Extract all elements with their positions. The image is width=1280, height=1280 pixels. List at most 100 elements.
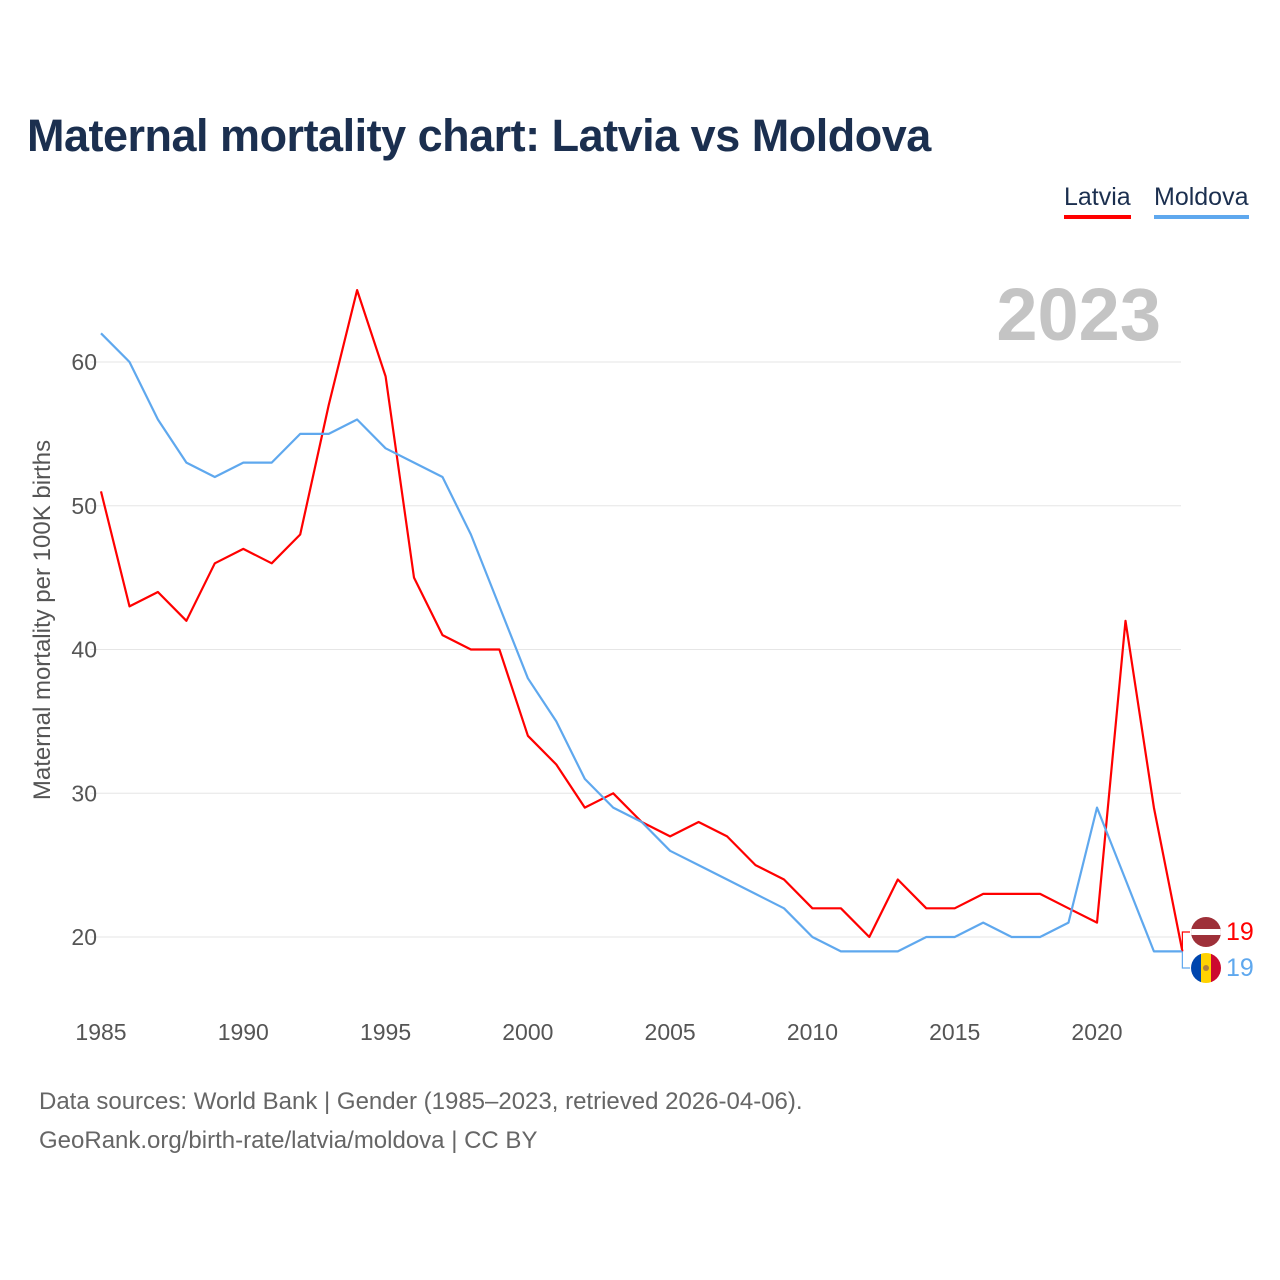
data-point[interactable]	[667, 833, 673, 839]
data-point[interactable]	[496, 603, 502, 609]
data-point[interactable]	[98, 488, 104, 494]
moldova-end-value: 19	[1226, 954, 1254, 982]
data-point[interactable]	[155, 589, 161, 595]
data-point[interactable]	[809, 934, 815, 940]
latvia-connector	[1181, 931, 1190, 952]
legend-moldova[interactable]: Moldova	[1154, 183, 1249, 219]
x-tick-label: 1990	[218, 1019, 269, 1045]
data-point[interactable]	[980, 920, 986, 926]
data-point[interactable]	[126, 603, 132, 609]
data-point[interactable]	[781, 877, 787, 883]
data-point[interactable]	[1037, 934, 1043, 940]
x-tick-label: 2010	[787, 1019, 838, 1045]
chart-title: Maternal mortality chart: Latvia vs Mold…	[27, 110, 931, 161]
data-point[interactable]	[1122, 877, 1128, 883]
data-point[interactable]	[354, 287, 360, 293]
series-line-latvia[interactable]	[99, 289, 1184, 952]
data-point[interactable]	[155, 417, 161, 423]
data-point[interactable]	[439, 474, 445, 480]
data-point[interactable]	[297, 431, 303, 437]
data-point[interactable]	[923, 905, 929, 911]
data-point[interactable]	[866, 948, 872, 954]
data-point[interactable]	[553, 762, 559, 768]
data-point[interactable]	[696, 862, 702, 868]
data-point[interactable]	[1122, 618, 1128, 624]
data-point[interactable]	[639, 819, 645, 825]
latvia-end-value: 19	[1226, 918, 1254, 946]
data-point[interactable]	[212, 474, 218, 480]
data-point[interactable]	[696, 819, 702, 825]
data-point[interactable]	[383, 445, 389, 451]
data-point[interactable]	[980, 891, 986, 897]
y-tick-label: 30	[71, 780, 97, 806]
data-point[interactable]	[326, 402, 332, 408]
data-point[interactable]	[269, 560, 275, 566]
data-point[interactable]	[1009, 934, 1015, 940]
data-point[interactable]	[895, 877, 901, 883]
x-tick-label: 2015	[929, 1019, 980, 1045]
data-point[interactable]	[1151, 805, 1157, 811]
data-point[interactable]	[866, 934, 872, 940]
data-point[interactable]	[496, 647, 502, 653]
y-tick-label: 60	[71, 349, 97, 375]
data-point[interactable]	[411, 460, 417, 466]
data-point[interactable]	[724, 833, 730, 839]
data-point[interactable]	[126, 359, 132, 365]
data-point[interactable]	[582, 805, 588, 811]
data-point[interactable]	[183, 618, 189, 624]
data-sources: Data sources: World Bank | Gender (1985–…	[39, 1088, 803, 1115]
data-point[interactable]	[610, 790, 616, 796]
data-point[interactable]	[1037, 891, 1043, 897]
data-point[interactable]	[809, 905, 815, 911]
data-point[interactable]	[212, 560, 218, 566]
data-point[interactable]	[525, 675, 531, 681]
data-point[interactable]	[439, 632, 445, 638]
data-point[interactable]	[753, 862, 759, 868]
data-point[interactable]	[952, 905, 958, 911]
data-point[interactable]	[923, 934, 929, 940]
data-point[interactable]	[326, 431, 332, 437]
y-tick-label: 20	[71, 924, 97, 950]
data-point[interactable]	[354, 417, 360, 423]
data-point[interactable]	[781, 905, 787, 911]
data-point[interactable]	[1151, 948, 1157, 954]
data-point[interactable]	[1094, 805, 1100, 811]
data-point[interactable]	[411, 575, 417, 581]
data-point[interactable]	[98, 330, 104, 336]
data-point[interactable]	[468, 532, 474, 538]
data-point[interactable]	[1094, 920, 1100, 926]
credit-link[interactable]: GeoRank.org/birth-rate/latvia/moldova | …	[39, 1127, 538, 1154]
x-tick-label: 2020	[1071, 1019, 1122, 1045]
data-point[interactable]	[895, 948, 901, 954]
moldova-connector	[1181, 951, 1190, 969]
latvia-flag-icon	[1191, 917, 1221, 947]
x-tick-label: 2005	[645, 1019, 696, 1045]
x-tick-label: 1995	[360, 1019, 411, 1045]
data-point[interactable]	[753, 891, 759, 897]
data-point[interactable]	[838, 905, 844, 911]
data-point[interactable]	[383, 373, 389, 379]
data-point[interactable]	[240, 460, 246, 466]
data-point[interactable]	[582, 776, 588, 782]
data-point[interactable]	[553, 718, 559, 724]
moldova-flag-icon	[1191, 953, 1221, 983]
data-point[interactable]	[724, 877, 730, 883]
legend-latvia[interactable]: Latvia	[1064, 183, 1131, 219]
data-point[interactable]	[1009, 891, 1015, 897]
data-point[interactable]	[667, 848, 673, 854]
data-point[interactable]	[183, 460, 189, 466]
series-line-moldova[interactable]	[100, 332, 1183, 953]
data-point[interactable]	[240, 546, 246, 552]
data-point[interactable]	[297, 532, 303, 538]
data-point[interactable]	[269, 460, 275, 466]
year-watermark: 2023	[996, 273, 1161, 356]
data-point[interactable]	[525, 733, 531, 739]
y-tick-label: 40	[71, 637, 97, 663]
x-tick-label: 1985	[75, 1019, 126, 1045]
data-point[interactable]	[1066, 920, 1072, 926]
data-point[interactable]	[468, 647, 474, 653]
data-point[interactable]	[610, 805, 616, 811]
data-point[interactable]	[838, 948, 844, 954]
data-point[interactable]	[952, 934, 958, 940]
